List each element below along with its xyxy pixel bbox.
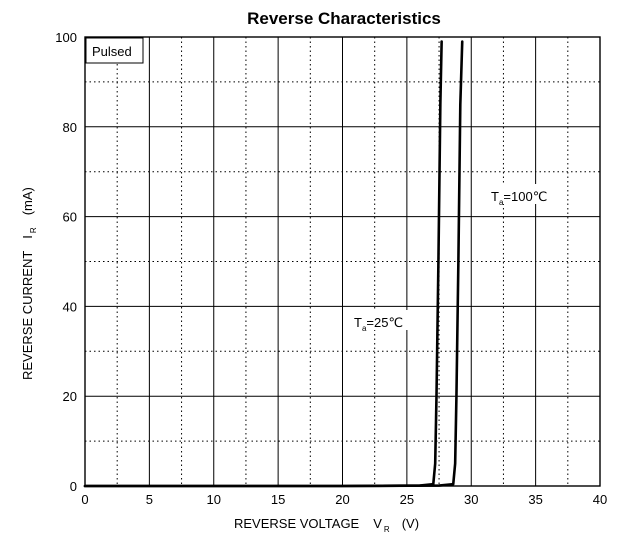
series-label-25c-sub: a xyxy=(362,324,367,333)
series-label-100c-T: T xyxy=(491,189,499,204)
svg-text:Ta=100℃: Ta=100℃ xyxy=(491,189,547,207)
y-axis-label: REVERSE CURRENT IR (mA) xyxy=(20,187,38,380)
y-tick-label: 80 xyxy=(63,120,77,135)
pulsed-label: Pulsed xyxy=(92,44,132,59)
x-tick-label: 40 xyxy=(593,492,607,507)
x-tick-label: 30 xyxy=(464,492,478,507)
y-axis-label-text: REVERSE CURRENT xyxy=(20,251,35,380)
x-axis-label-text: REVERSE VOLTAGE xyxy=(234,516,360,531)
x-axis-label-unit: (V) xyxy=(402,516,419,531)
grid xyxy=(85,37,600,486)
y-tick-label: 20 xyxy=(63,389,77,404)
y-axis-label-sub: R xyxy=(29,227,38,233)
x-tick-label: 20 xyxy=(335,492,349,507)
series-label-25c: Ta=25℃ xyxy=(351,310,413,333)
chart-title: Reverse Characteristics xyxy=(247,9,441,28)
x-axis-label-sub: R xyxy=(384,525,390,534)
y-axis-label-symbol: I xyxy=(20,235,35,239)
y-axis-label-unit: (mA) xyxy=(20,187,35,215)
series-layer xyxy=(83,40,464,488)
y-tick-label: 60 xyxy=(63,210,77,225)
x-tick-label: 25 xyxy=(400,492,414,507)
x-tick-label: 0 xyxy=(81,492,88,507)
x-tick-labels: 0 5 10 15 20 25 30 35 40 xyxy=(81,492,607,507)
svg-text:Ta=25℃: Ta=25℃ xyxy=(354,315,403,333)
x-tick-label: 15 xyxy=(271,492,285,507)
series-label-100c-sub: a xyxy=(499,198,504,207)
x-tick-label: 10 xyxy=(207,492,221,507)
series-label-100c: Ta=100℃ xyxy=(489,184,561,207)
series-label-100c-rest: =100℃ xyxy=(503,189,547,204)
series-label-25c-rest: =25℃ xyxy=(366,315,403,330)
y-tick-label: 100 xyxy=(55,30,77,45)
series-label-25c-T: T xyxy=(354,315,362,330)
x-axis-label: REVERSE VOLTAGE V R (V) xyxy=(234,516,419,534)
series-line-1 xyxy=(83,40,464,488)
x-tick-label: 5 xyxy=(146,492,153,507)
series-line-0 xyxy=(83,40,443,488)
y-tick-labels: 0 20 40 60 80 100 xyxy=(55,30,77,494)
pulsed-box xyxy=(85,37,144,64)
y-tick-label: 0 xyxy=(70,479,77,494)
x-axis-label-symbol: V xyxy=(373,516,382,531)
x-tick-label: 35 xyxy=(528,492,542,507)
y-tick-label: 40 xyxy=(63,299,77,314)
